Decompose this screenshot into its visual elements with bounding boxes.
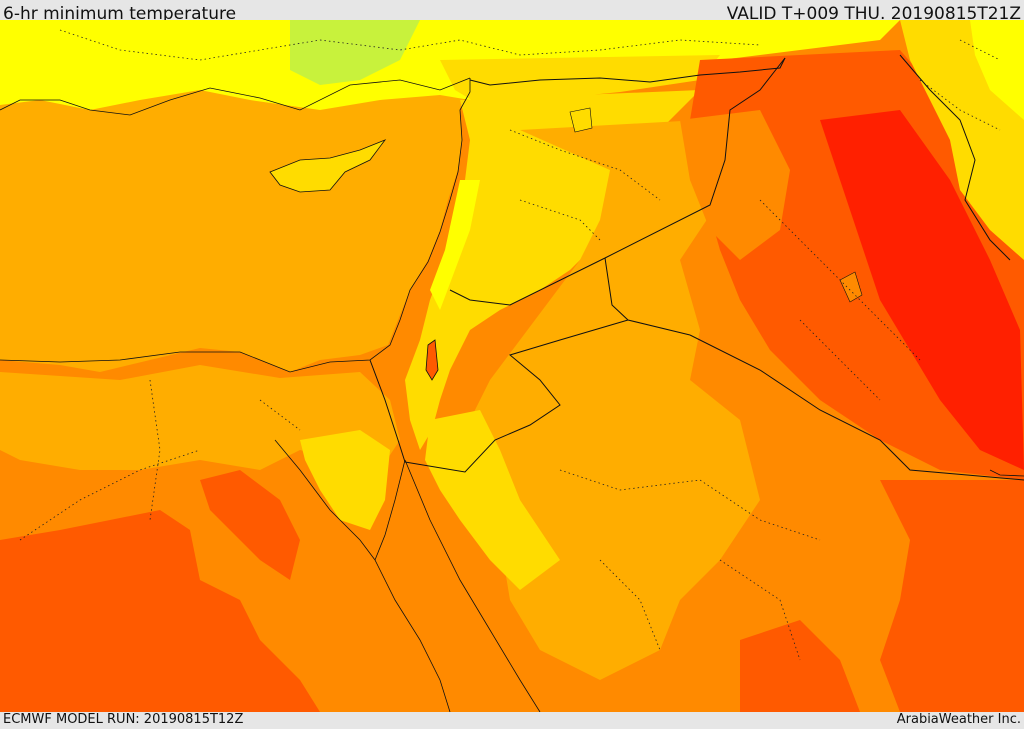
temperature-map[interactable] <box>0 20 1024 712</box>
province-lines-iran <box>919 39 1001 131</box>
saudi-hot-east <box>880 480 1024 712</box>
border-syria-iraq <box>604 57 786 259</box>
border-egypt-israel <box>369 359 406 463</box>
mediterranean-sea <box>0 20 470 372</box>
dead-sea <box>425 339 439 381</box>
map-title: 6-hr minimum temperature <box>3 4 237 24</box>
sinai-mild <box>300 430 390 530</box>
border-iraq-iran <box>899 54 1011 261</box>
border-turkey-syria <box>469 57 786 86</box>
border-jordan-iraq <box>604 257 691 336</box>
lake-turkey <box>569 107 593 133</box>
province-lines-saudi <box>559 469 821 661</box>
province-lines-iraq <box>759 199 921 401</box>
valid-time: VALID T+009 THU. 20190815T21Z <box>726 4 1021 24</box>
coastline-mediterranean <box>0 78 471 373</box>
iraq-mild-edge <box>680 110 790 260</box>
credit: ArabiaWeather Inc. <box>896 712 1021 727</box>
coastline-turkey <box>0 77 471 116</box>
province-lines-egypt <box>19 379 301 541</box>
model-run: ECMWF MODEL RUN: 20190815T12Z <box>3 712 244 727</box>
coastline-red-sea-east <box>404 459 541 712</box>
saudi-hot-south <box>740 620 860 712</box>
turkey-coolest-band <box>290 20 420 85</box>
turkey-mild-band <box>440 55 720 105</box>
lake-tharthar <box>839 271 863 303</box>
coastline-persian-gulf <box>989 469 1024 477</box>
cyprus-outline <box>269 139 387 193</box>
border-syria-jordan <box>449 257 606 306</box>
iran-coolest-patch <box>970 20 1024 120</box>
border-jordan-saudi <box>404 319 629 473</box>
egypt-hotter-west <box>0 510 320 712</box>
coastline-gulf-aqaba <box>374 459 406 561</box>
iraq-hottest-core <box>820 110 1024 470</box>
levant-cool-strip <box>430 180 480 310</box>
province-lines-syria <box>509 129 661 241</box>
egypt-warm-north <box>0 365 400 470</box>
egypt-hot-south <box>200 470 300 580</box>
border-saudi-iraq <box>689 334 1024 481</box>
jordan-mild-patch <box>425 410 560 590</box>
